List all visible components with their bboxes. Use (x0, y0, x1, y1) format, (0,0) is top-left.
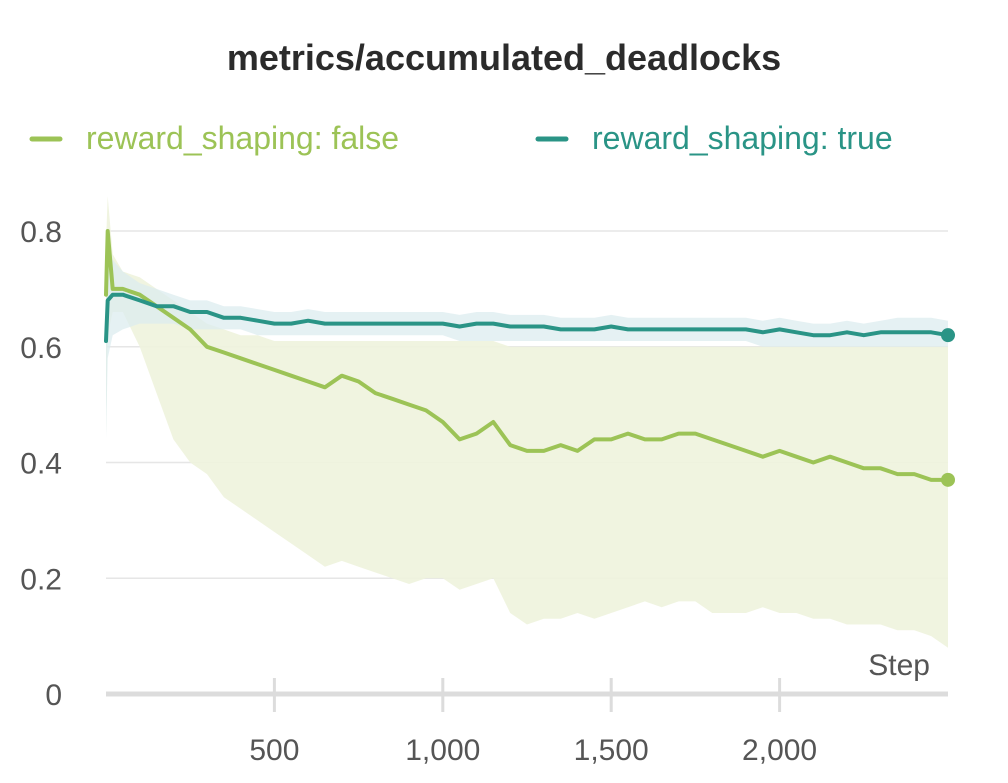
y-tick-label: 0.4 (20, 448, 62, 481)
legend-label: reward_shaping: true (592, 120, 893, 156)
legend[interactable]: reward_shaping: false reward_shaping: tru… (29, 120, 893, 156)
series-line-reward-shaping-true[interactable] (104, 292, 950, 343)
series-end-markers[interactable] (941, 328, 955, 487)
series-end-marker-reward-shaping-false[interactable] (941, 472, 955, 487)
series-end-marker-reward-shaping-true[interactable] (941, 328, 955, 343)
chart-title: metrics/accumulated_deadlocks (227, 37, 781, 78)
x-tick-label: 1,500 (574, 734, 649, 767)
y-tick-label: 0.8 (20, 216, 62, 249)
series-lines[interactable] (104, 229, 950, 482)
y-tick-label: 0.2 (20, 563, 62, 596)
y-tick-label: 0 (45, 679, 62, 712)
x-tick-label: 2,000 (742, 734, 817, 767)
axes: 500 1,000 1,500 2,000 (106, 678, 948, 767)
legend-item-reward-shaping-true[interactable]: reward_shaping: true (535, 120, 893, 156)
x-tick-label: 500 (249, 734, 299, 767)
legend-item-reward-shaping-false[interactable]: reward_shaping: false (29, 120, 399, 156)
y-tick-label: 0.6 (20, 332, 62, 365)
legend-label: reward_shaping: false (86, 120, 399, 156)
confidence-bands (106, 196, 948, 648)
series-line-reward-shaping-false[interactable] (104, 229, 950, 482)
x-axis-label: Step (868, 649, 930, 682)
x-tick-label: 1,000 (405, 734, 480, 767)
confidence-band-reward-shaping-true (106, 231, 948, 440)
confidence-band-reward-shaping-false (106, 196, 948, 648)
